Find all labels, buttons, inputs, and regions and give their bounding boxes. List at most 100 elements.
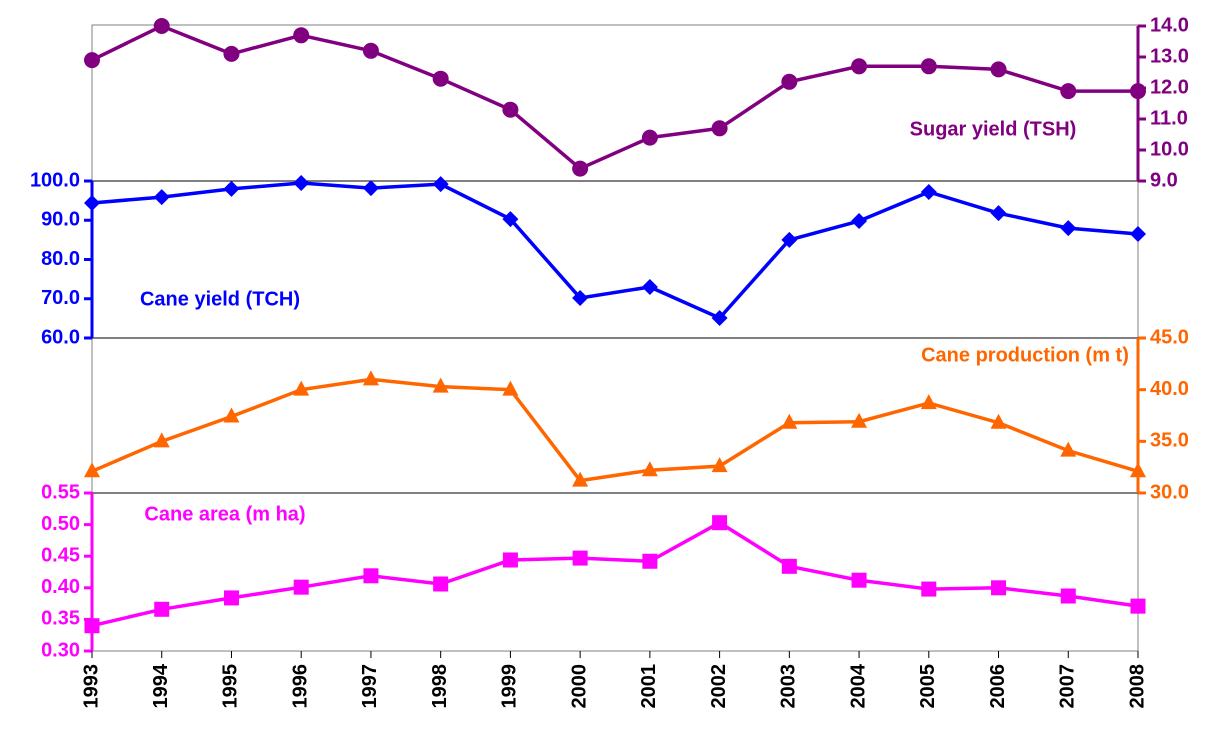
x-tick-label: 2008	[1126, 664, 1148, 709]
point	[154, 601, 170, 617]
x-tick-label: 1994	[150, 663, 172, 708]
point	[920, 58, 937, 75]
point	[711, 120, 728, 137]
series-line	[91, 520, 1139, 628]
point	[363, 568, 379, 584]
point	[921, 581, 937, 597]
point	[641, 461, 658, 477]
point	[990, 205, 1007, 222]
point	[293, 174, 310, 191]
x-tick-label: 1997	[359, 664, 381, 709]
series-label: Cane area (m ha)	[144, 503, 305, 525]
x-tick-label: 2000	[568, 664, 590, 709]
point	[153, 189, 170, 206]
point	[990, 61, 1007, 78]
point	[433, 576, 449, 592]
point	[572, 160, 589, 177]
point	[642, 553, 658, 569]
series-line	[91, 377, 1139, 483]
point	[502, 211, 519, 228]
x-tick-label: 1998	[429, 664, 451, 709]
x-tick-label: 2002	[708, 664, 730, 709]
point	[362, 370, 379, 386]
series-line	[91, 181, 1139, 321]
x-tick-label: 2003	[778, 664, 800, 709]
series-label: Cane yield (TCH)	[140, 288, 300, 310]
point	[223, 407, 240, 423]
point	[920, 394, 937, 410]
point	[990, 413, 1007, 429]
y-tick-label: 0.45	[41, 544, 80, 566]
point	[223, 590, 239, 606]
point	[293, 380, 310, 396]
point	[432, 70, 449, 87]
point	[1130, 225, 1146, 242]
y-tick-label: 12.0	[1150, 76, 1189, 98]
series-label: Sugar yield (TSH)	[910, 118, 1077, 140]
x-tick-label: 2004	[847, 663, 869, 708]
point	[293, 27, 310, 44]
point	[432, 377, 449, 393]
x-tick-label: 2001	[638, 664, 660, 709]
point	[572, 471, 589, 487]
point	[362, 42, 379, 59]
point	[1130, 83, 1146, 100]
point	[712, 515, 728, 531]
point	[641, 129, 658, 146]
point	[572, 289, 589, 306]
y-tick-label: 30.0	[1150, 481, 1189, 503]
x-tick-label: 1995	[220, 664, 242, 709]
point	[711, 457, 728, 473]
point	[572, 550, 588, 566]
point	[153, 432, 170, 448]
point	[502, 380, 519, 396]
point	[84, 52, 100, 69]
point	[84, 618, 100, 634]
point	[781, 231, 798, 248]
y-tick-label: 100.0	[30, 169, 80, 191]
y-tick-label: 80.0	[41, 248, 80, 270]
x-tick-label: 1999	[499, 664, 521, 709]
point	[1060, 220, 1077, 237]
y-tick-label: 90.0	[41, 209, 80, 231]
y-tick-label: 0.50	[41, 513, 80, 535]
y-tick-label: 0.40	[41, 576, 80, 598]
x-tick-label: 2005	[917, 664, 939, 709]
point	[1060, 441, 1077, 457]
point	[362, 180, 379, 197]
point	[1130, 462, 1146, 478]
x-tick-label: 1993	[80, 664, 102, 709]
point	[920, 183, 937, 200]
x-tick-label: 2006	[987, 664, 1009, 709]
point	[502, 552, 518, 568]
point	[84, 462, 100, 478]
point	[432, 176, 449, 193]
point	[781, 73, 798, 90]
point	[781, 413, 798, 429]
y-tick-label: 0.35	[41, 608, 80, 630]
point	[991, 580, 1007, 596]
point	[711, 309, 728, 326]
y-tick-label: 0.55	[41, 481, 80, 503]
y-tick-label: 9.0	[1150, 169, 1178, 191]
point	[851, 213, 868, 230]
y-tick-label: 11.0	[1150, 107, 1188, 129]
point	[223, 180, 240, 197]
point	[1060, 588, 1076, 604]
y-tick-label: 0.30	[41, 639, 80, 661]
y-tick-label: 13.0	[1150, 45, 1189, 67]
series-line	[91, 24, 1138, 171]
y-tick-label: 14.0	[1150, 14, 1189, 36]
x-tick-label: 1996	[289, 664, 311, 709]
point	[84, 194, 100, 211]
point	[851, 412, 868, 428]
point	[153, 18, 170, 34]
point	[641, 278, 658, 295]
point	[1060, 83, 1077, 100]
series-label: Cane production (m t)	[921, 344, 1129, 366]
y-tick-label: 35.0	[1150, 430, 1189, 452]
point	[502, 101, 519, 118]
point	[1130, 598, 1146, 614]
y-tick-label: 40.0	[1150, 378, 1189, 400]
